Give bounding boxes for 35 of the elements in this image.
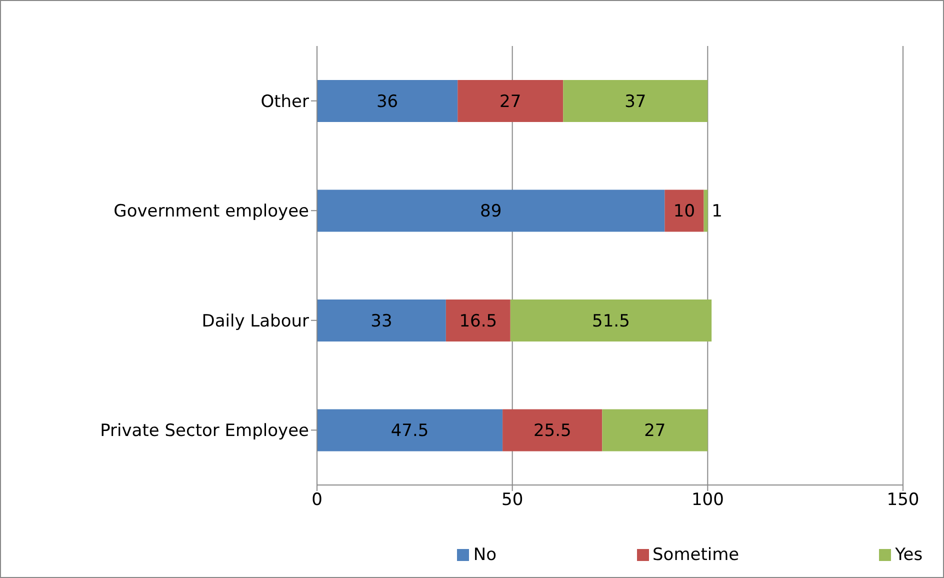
x-tick-label: 150 <box>886 490 920 510</box>
bar <box>317 300 446 342</box>
data-label: 10 <box>673 202 696 222</box>
bar <box>664 190 704 232</box>
data-label: 37 <box>624 92 646 112</box>
data-label: 27 <box>500 92 522 112</box>
x-tick-label: 100 <box>691 490 724 510</box>
legend-label: Yes <box>895 545 923 565</box>
x-tick-label: 0 <box>312 490 322 510</box>
data-label: 25.5 <box>533 421 572 442</box>
bar <box>458 80 564 122</box>
data-label: 33 <box>370 311 392 332</box>
data-label: 47.5 <box>390 421 429 442</box>
y-tick-label: Daily Labour <box>202 311 310 332</box>
bar <box>317 190 665 232</box>
legend-label: No <box>473 545 497 565</box>
bar <box>317 409 503 452</box>
data-label: 89 <box>480 202 502 222</box>
data-label: 1 <box>712 202 722 222</box>
data-label: 27 <box>644 421 666 442</box>
y-tick-label: Other <box>260 92 309 112</box>
y-tick-label: Private Sector Employee <box>100 421 309 442</box>
data-label: 51.5 <box>592 311 630 332</box>
bar <box>502 409 602 452</box>
x-tick-label: 50 <box>502 490 524 510</box>
bar <box>510 300 712 342</box>
data-label: 36 <box>376 92 398 112</box>
data-label: 16.5 <box>459 311 498 332</box>
bar <box>446 300 510 342</box>
legend-label: Sometime <box>652 545 740 565</box>
y-tick-label: Government employee <box>114 202 309 222</box>
bar <box>602 409 708 452</box>
bar <box>563 80 708 122</box>
bar <box>317 80 458 122</box>
bar <box>704 190 708 232</box>
